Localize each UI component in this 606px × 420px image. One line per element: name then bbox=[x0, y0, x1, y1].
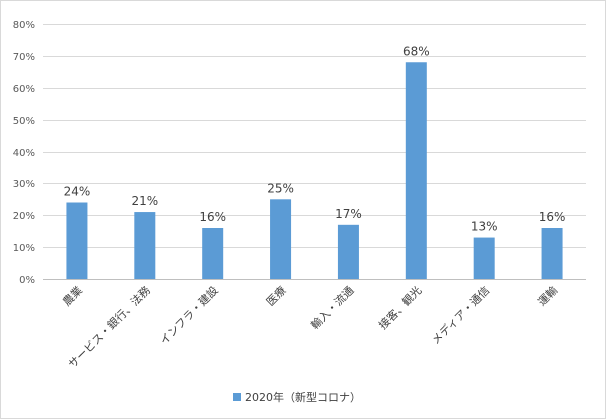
category-label: メディア・通信 bbox=[429, 283, 493, 347]
category-label: 運輸 bbox=[535, 283, 560, 308]
data-label: 25% bbox=[267, 181, 294, 195]
data-label: 68% bbox=[403, 44, 430, 58]
data-label: 17% bbox=[335, 207, 362, 221]
data-label: 13% bbox=[471, 220, 498, 234]
category-label: 医療 bbox=[263, 283, 288, 308]
bar bbox=[202, 228, 224, 279]
bar bbox=[337, 224, 359, 279]
y-tick-label: 30% bbox=[13, 179, 35, 190]
legend-label: 2020年（新型コロナ） bbox=[245, 390, 361, 404]
y-tick-label: 40% bbox=[13, 148, 35, 159]
y-tick-label: 60% bbox=[13, 84, 35, 95]
bar bbox=[134, 212, 156, 279]
y-axis-ticks: 0% 10% 20% 30% 40% 50% 60% 70% 80% bbox=[13, 20, 35, 286]
category-label: 接客、観光 bbox=[376, 283, 425, 332]
y-tick-label: 80% bbox=[13, 20, 35, 31]
y-tick-label: 0% bbox=[19, 275, 35, 286]
bar bbox=[405, 62, 427, 279]
legend: 2020年（新型コロナ） bbox=[233, 390, 361, 404]
y-tick-label: 70% bbox=[13, 52, 35, 63]
data-label: 16% bbox=[539, 210, 566, 224]
gridlines bbox=[43, 24, 586, 280]
category-label: インフラ・建設 bbox=[157, 283, 221, 347]
data-label: 21% bbox=[131, 194, 158, 208]
data-label: 16% bbox=[199, 210, 226, 224]
bar bbox=[66, 202, 88, 279]
bar bbox=[473, 237, 495, 279]
bars bbox=[66, 62, 563, 279]
data-label: 24% bbox=[64, 185, 91, 199]
data-labels: 24% 21% 16% 25% 17% 68% 13% 16% bbox=[64, 44, 566, 233]
y-tick-label: 10% bbox=[13, 243, 35, 254]
y-tick-label: 50% bbox=[13, 116, 35, 127]
category-label: 農業 bbox=[60, 283, 85, 308]
legend-swatch bbox=[233, 393, 241, 401]
bar bbox=[541, 228, 563, 279]
y-tick-label: 20% bbox=[13, 211, 35, 222]
category-label: 輸入・流通 bbox=[308, 283, 357, 332]
bar bbox=[270, 199, 292, 279]
